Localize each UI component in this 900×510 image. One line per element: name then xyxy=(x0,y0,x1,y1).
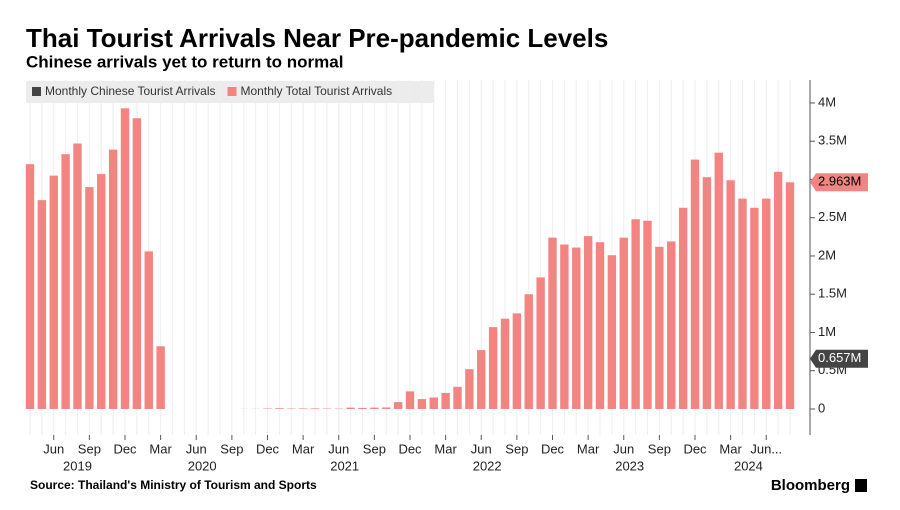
y-tick-label: 2.5M xyxy=(818,209,847,224)
bar xyxy=(382,407,390,409)
bar xyxy=(786,182,794,409)
x-tick-label: Jun xyxy=(328,441,349,456)
bar xyxy=(275,408,283,409)
value-tag-label: 2.963M xyxy=(818,174,861,189)
bar xyxy=(774,172,782,409)
bar xyxy=(750,208,758,409)
bar xyxy=(572,248,580,409)
bar xyxy=(596,242,604,409)
bar xyxy=(453,387,461,409)
y-tick-label: 1.5M xyxy=(818,286,847,301)
x-tick-label: Sep xyxy=(505,441,528,456)
bar xyxy=(358,408,366,409)
bar xyxy=(26,164,34,409)
bar xyxy=(560,244,568,408)
x-tick-label: Jun xyxy=(471,441,492,456)
bar xyxy=(121,108,129,409)
bar xyxy=(311,408,319,409)
bar xyxy=(465,369,473,409)
bar xyxy=(620,238,628,409)
bar xyxy=(145,251,153,409)
bar xyxy=(643,221,651,409)
bar xyxy=(73,144,81,409)
x-tick-label: Sep xyxy=(220,441,243,456)
x-tick-label: Mar xyxy=(149,441,172,456)
x-tick-label: Mar xyxy=(434,441,457,456)
bar xyxy=(477,350,485,409)
bar xyxy=(133,118,141,409)
bar xyxy=(726,180,734,409)
brand-icon xyxy=(855,479,867,492)
x-tick-label: Dec xyxy=(541,441,565,456)
legend-label: Monthly Chinese Tourist Arrivals xyxy=(45,84,216,98)
bar xyxy=(299,408,307,409)
bar xyxy=(513,313,521,409)
bar xyxy=(85,187,93,409)
legend-label: Monthly Total Tourist Arrivals xyxy=(241,84,393,98)
chart-subtitle: Chinese arrivals yet to return to normal xyxy=(26,52,343,71)
bar xyxy=(525,294,533,409)
bar xyxy=(406,391,414,409)
bar xyxy=(691,160,699,409)
bar xyxy=(38,200,46,409)
x-tick-label: Dec xyxy=(256,441,280,456)
bar xyxy=(631,219,639,409)
bar xyxy=(536,277,544,409)
bar xyxy=(548,238,556,409)
bar xyxy=(608,255,616,409)
bar xyxy=(418,399,426,409)
bar xyxy=(655,247,663,409)
x-tick-label: Jun xyxy=(43,441,64,456)
legend-swatch xyxy=(228,87,237,96)
x-tick-label: Dec xyxy=(398,441,422,456)
x-year-label: 2020 xyxy=(188,458,217,473)
y-tick-label: 1M xyxy=(818,324,836,339)
x-tick-label: Mar xyxy=(719,441,742,456)
x-tick-label: Mar xyxy=(577,441,600,456)
y-tick-label: 2M xyxy=(818,247,836,262)
bar xyxy=(394,402,402,409)
bar xyxy=(430,398,438,409)
bar xyxy=(584,236,592,409)
bar xyxy=(738,199,746,409)
y-tick-label: 4M xyxy=(818,94,836,109)
bar xyxy=(679,208,687,409)
x-tick-label: Sep xyxy=(78,441,101,456)
x-tick-label: Dec xyxy=(683,441,707,456)
x-tick-label: Dec xyxy=(113,441,137,456)
bar xyxy=(501,319,509,409)
brand: Bloomberg xyxy=(771,477,850,494)
bar xyxy=(715,153,723,409)
bar xyxy=(489,327,497,409)
x-year-label: 2019 xyxy=(63,458,92,473)
bar xyxy=(370,408,378,409)
x-year-label: 2024 xyxy=(734,458,763,473)
x-tick-label: Sep xyxy=(363,441,386,456)
bar xyxy=(61,154,69,409)
bar xyxy=(762,199,770,409)
bar xyxy=(50,176,58,409)
source: Source: Thailand's Ministry of Tourism a… xyxy=(30,478,317,492)
bar xyxy=(97,174,105,409)
y-tick-label: 0 xyxy=(818,400,825,415)
bar xyxy=(441,393,449,409)
bar xyxy=(156,346,164,409)
x-tick-label: Mar xyxy=(292,441,315,456)
y-tick-label: 3.5M xyxy=(818,133,847,148)
legend-swatch xyxy=(32,87,41,96)
chart-title: Thai Tourist Arrivals Near Pre-pandemic … xyxy=(26,23,608,53)
x-year-label: 2021 xyxy=(330,458,359,473)
value-tag-label: 0.657M xyxy=(818,350,861,365)
x-tick-label: Jun... xyxy=(750,441,782,456)
x-year-label: 2022 xyxy=(473,458,502,473)
x-year-label: 2023 xyxy=(615,458,644,473)
bar xyxy=(109,150,117,409)
x-tick-label: Sep xyxy=(648,441,671,456)
bar xyxy=(667,241,675,409)
bar xyxy=(703,177,711,409)
x-tick-label: Jun xyxy=(613,441,634,456)
bar xyxy=(346,408,354,409)
x-tick-label: Jun xyxy=(186,441,207,456)
